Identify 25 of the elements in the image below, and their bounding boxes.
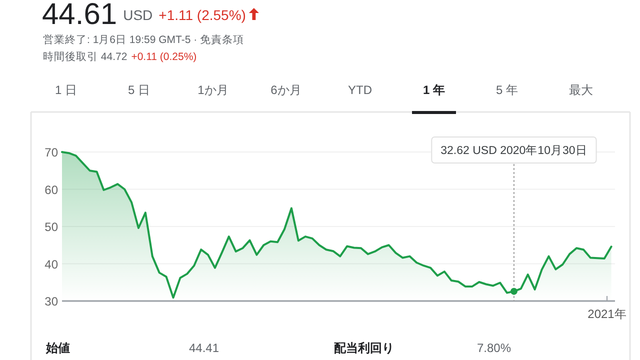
text: 7.80% bbox=[477, 341, 512, 355]
y-tick-label: 30 bbox=[44, 294, 58, 308]
text: YTD bbox=[348, 83, 372, 97]
text: USD bbox=[123, 7, 153, 23]
text: 1か月 bbox=[198, 83, 228, 97]
text: 5 日 bbox=[128, 83, 150, 97]
text: +0.11 (0.25%) bbox=[131, 51, 197, 63]
y-tick-label: 60 bbox=[44, 182, 58, 197]
text: 始値 bbox=[45, 341, 70, 355]
y-tick-label: 50 bbox=[44, 220, 58, 234]
text: 配当利回り bbox=[334, 341, 394, 355]
text: 6か月 bbox=[270, 83, 302, 97]
text: 営業終了: 1月6日 19:59 GMT-5 · 免責条項 bbox=[43, 33, 244, 46]
text: 1 年 bbox=[422, 83, 446, 97]
text: 2021年 bbox=[588, 307, 626, 321]
y-tick-label: 70 bbox=[44, 146, 58, 160]
text: 44.41 bbox=[189, 341, 220, 355]
annotation: 32.62 USD 2020年10月30日 bbox=[440, 144, 588, 157]
text: 44.61 bbox=[42, 0, 118, 31]
text: 1 日 bbox=[54, 83, 78, 97]
y-tick-label: 40 bbox=[44, 257, 58, 272]
text: 最大 bbox=[569, 83, 593, 97]
text: 5 年 bbox=[496, 83, 518, 97]
text: 時間後取引 44.72 bbox=[43, 50, 128, 63]
text: +1.11 (2.55%) bbox=[158, 7, 246, 23]
